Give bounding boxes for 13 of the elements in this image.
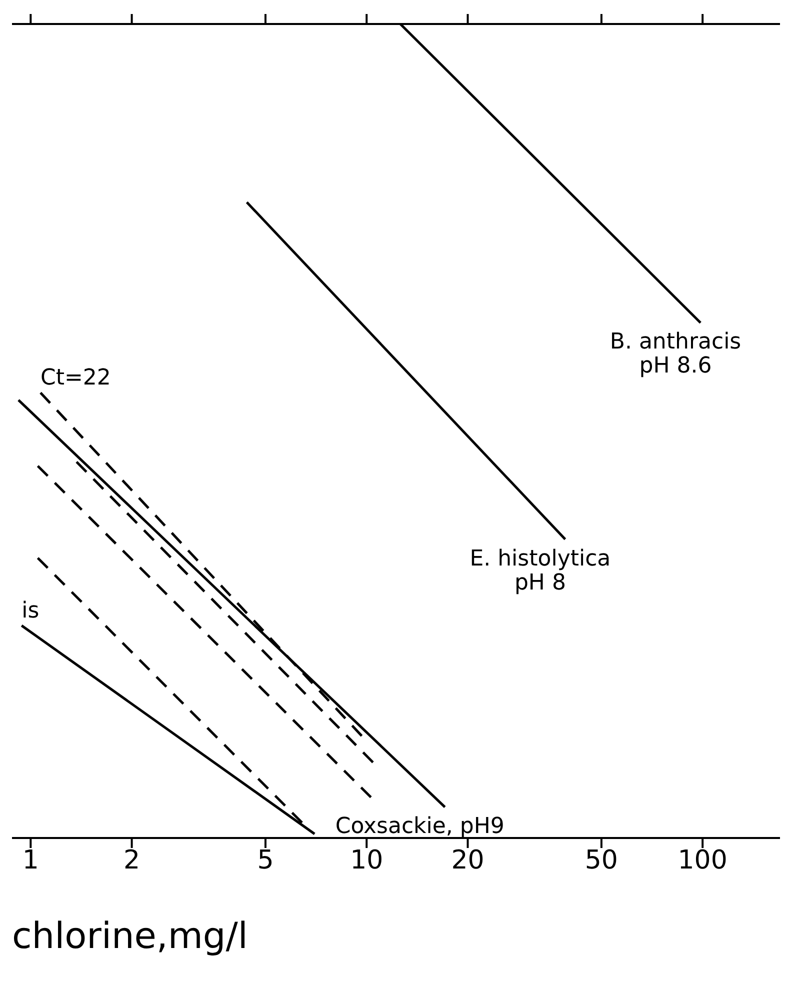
series-label: B. anthracis pH 8.6 xyxy=(610,330,742,379)
x-tick-label: 2 xyxy=(124,845,140,876)
x-tick-label: 20 xyxy=(451,845,484,876)
x-tick-label: 10 xyxy=(350,845,384,876)
x-tick-label: 100 xyxy=(678,845,728,876)
series-label: Coxsackie, pH9 xyxy=(335,814,504,840)
x-tick-label: 50 xyxy=(584,845,618,876)
x-tick-label: 5 xyxy=(257,845,274,876)
x-axis-title: chlorine,mg/l xyxy=(12,916,248,957)
annotation: Ct=22 xyxy=(40,366,111,391)
annotation: is xyxy=(22,598,40,624)
series-label: E. histolytica pH 8 xyxy=(470,546,611,596)
x-tick-label: 1 xyxy=(22,845,39,876)
